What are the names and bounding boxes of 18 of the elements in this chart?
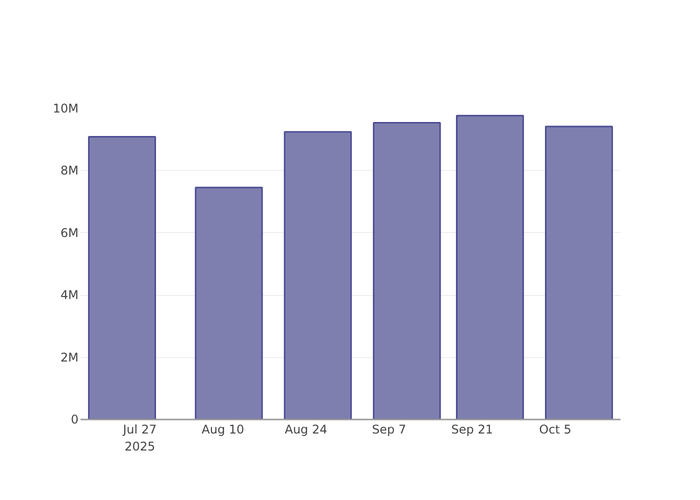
x-tick-label: Sep 21 [451, 422, 493, 436]
bar [544, 126, 613, 420]
x-tick-label: Oct 5 [539, 422, 572, 436]
y-tick-label: 4M [60, 288, 79, 302]
y-tick-label: 2M [60, 350, 79, 364]
bar [194, 186, 263, 420]
bar [456, 114, 524, 420]
y-tick-label: 0 [70, 412, 79, 426]
x-tick-label: Jul 27 2025 [122, 422, 157, 454]
x-tick-label: Sep 7 [372, 422, 406, 436]
bar [284, 131, 352, 420]
y-tick-label: 10M [52, 102, 78, 116]
bar [88, 136, 156, 420]
y-tick-label: 8M [60, 164, 79, 178]
x-tick-label: Aug 24 [284, 422, 328, 436]
bar [372, 122, 441, 420]
y-tick-label: 6M [60, 226, 79, 240]
x-tick-label: Aug 10 [202, 422, 244, 436]
